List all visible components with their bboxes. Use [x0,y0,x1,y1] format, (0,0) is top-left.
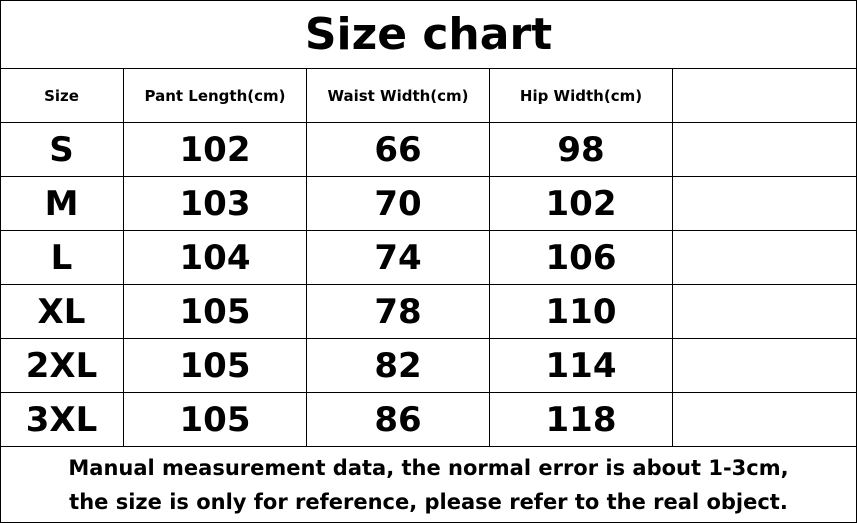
table-cell: 74 [307,231,490,284]
table-row: XL 105 78 110 [0,285,857,339]
table-cell: 82 [307,339,490,392]
header-cell [673,69,857,122]
footnote-line: the size is only for reference, please r… [69,490,788,514]
chart-title: Size chart [0,0,857,69]
table-cell: M [0,177,124,230]
table-cell: 118 [490,393,673,446]
table-cell: 66 [307,123,490,176]
table-cell: 103 [124,177,307,230]
table-cell: 86 [307,393,490,446]
header-cell: Hip Width(cm) [490,69,673,122]
table-cell: 3XL [0,393,124,446]
table-cell: 102 [124,123,307,176]
table-row: S 102 66 98 [0,123,857,177]
table-row: 2XL 105 82 114 [0,339,857,393]
table-cell [673,123,857,176]
table-cell [673,231,857,284]
table-cell: 2XL [0,339,124,392]
table-cell: 105 [124,285,307,338]
table-cell: 70 [307,177,490,230]
table-cell [673,285,857,338]
table-cell: 114 [490,339,673,392]
footnote: Manual measurement data, the normal erro… [0,447,857,523]
table-cell [673,393,857,446]
header-cell: Waist Width(cm) [307,69,490,122]
table-row: 3XL 105 86 118 [0,393,857,447]
table-cell: 106 [490,231,673,284]
footnote-line: Manual measurement data, the normal erro… [68,456,789,480]
table-row: L 104 74 106 [0,231,857,285]
table-cell: 105 [124,393,307,446]
table-cell: 98 [490,123,673,176]
table-cell: 104 [124,231,307,284]
header-cell: Pant Length(cm) [124,69,307,122]
table-cell: XL [0,285,124,338]
table-cell: S [0,123,124,176]
table-cell: 102 [490,177,673,230]
table-cell: L [0,231,124,284]
table-cell [673,339,857,392]
table-cell [673,177,857,230]
table-row: M 103 70 102 [0,177,857,231]
table-cell: 105 [124,339,307,392]
table-cell: 110 [490,285,673,338]
header-row: Size Pant Length(cm) Waist Width(cm) Hip Wi… [0,69,857,123]
header-cell: Size [0,69,124,122]
table-cell: 78 [307,285,490,338]
